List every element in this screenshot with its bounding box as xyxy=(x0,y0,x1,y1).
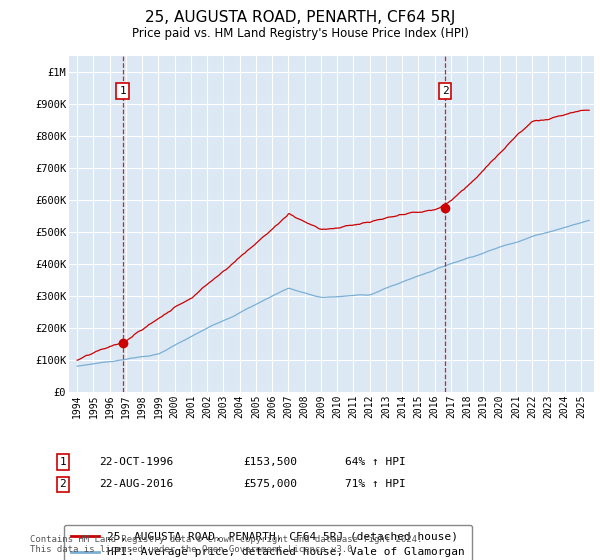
Text: Contains HM Land Registry data © Crown copyright and database right 2024.
This d: Contains HM Land Registry data © Crown c… xyxy=(30,535,422,554)
Legend: 25, AUGUSTA ROAD, PENARTH, CF64 5RJ (detached house), HPI: Average price, detach: 25, AUGUSTA ROAD, PENARTH, CF64 5RJ (det… xyxy=(64,525,472,560)
Text: 1: 1 xyxy=(59,457,67,467)
Text: Price paid vs. HM Land Registry's House Price Index (HPI): Price paid vs. HM Land Registry's House … xyxy=(131,27,469,40)
Text: 25, AUGUSTA ROAD, PENARTH, CF64 5RJ: 25, AUGUSTA ROAD, PENARTH, CF64 5RJ xyxy=(145,10,455,25)
Text: £153,500: £153,500 xyxy=(243,457,297,467)
Text: £575,000: £575,000 xyxy=(243,479,297,489)
Text: 22-AUG-2016: 22-AUG-2016 xyxy=(99,479,173,489)
Text: 64% ↑ HPI: 64% ↑ HPI xyxy=(345,457,406,467)
Text: 1: 1 xyxy=(119,86,126,96)
Text: 2: 2 xyxy=(442,86,449,96)
Text: 22-OCT-1996: 22-OCT-1996 xyxy=(99,457,173,467)
Text: 2: 2 xyxy=(59,479,67,489)
Text: 71% ↑ HPI: 71% ↑ HPI xyxy=(345,479,406,489)
